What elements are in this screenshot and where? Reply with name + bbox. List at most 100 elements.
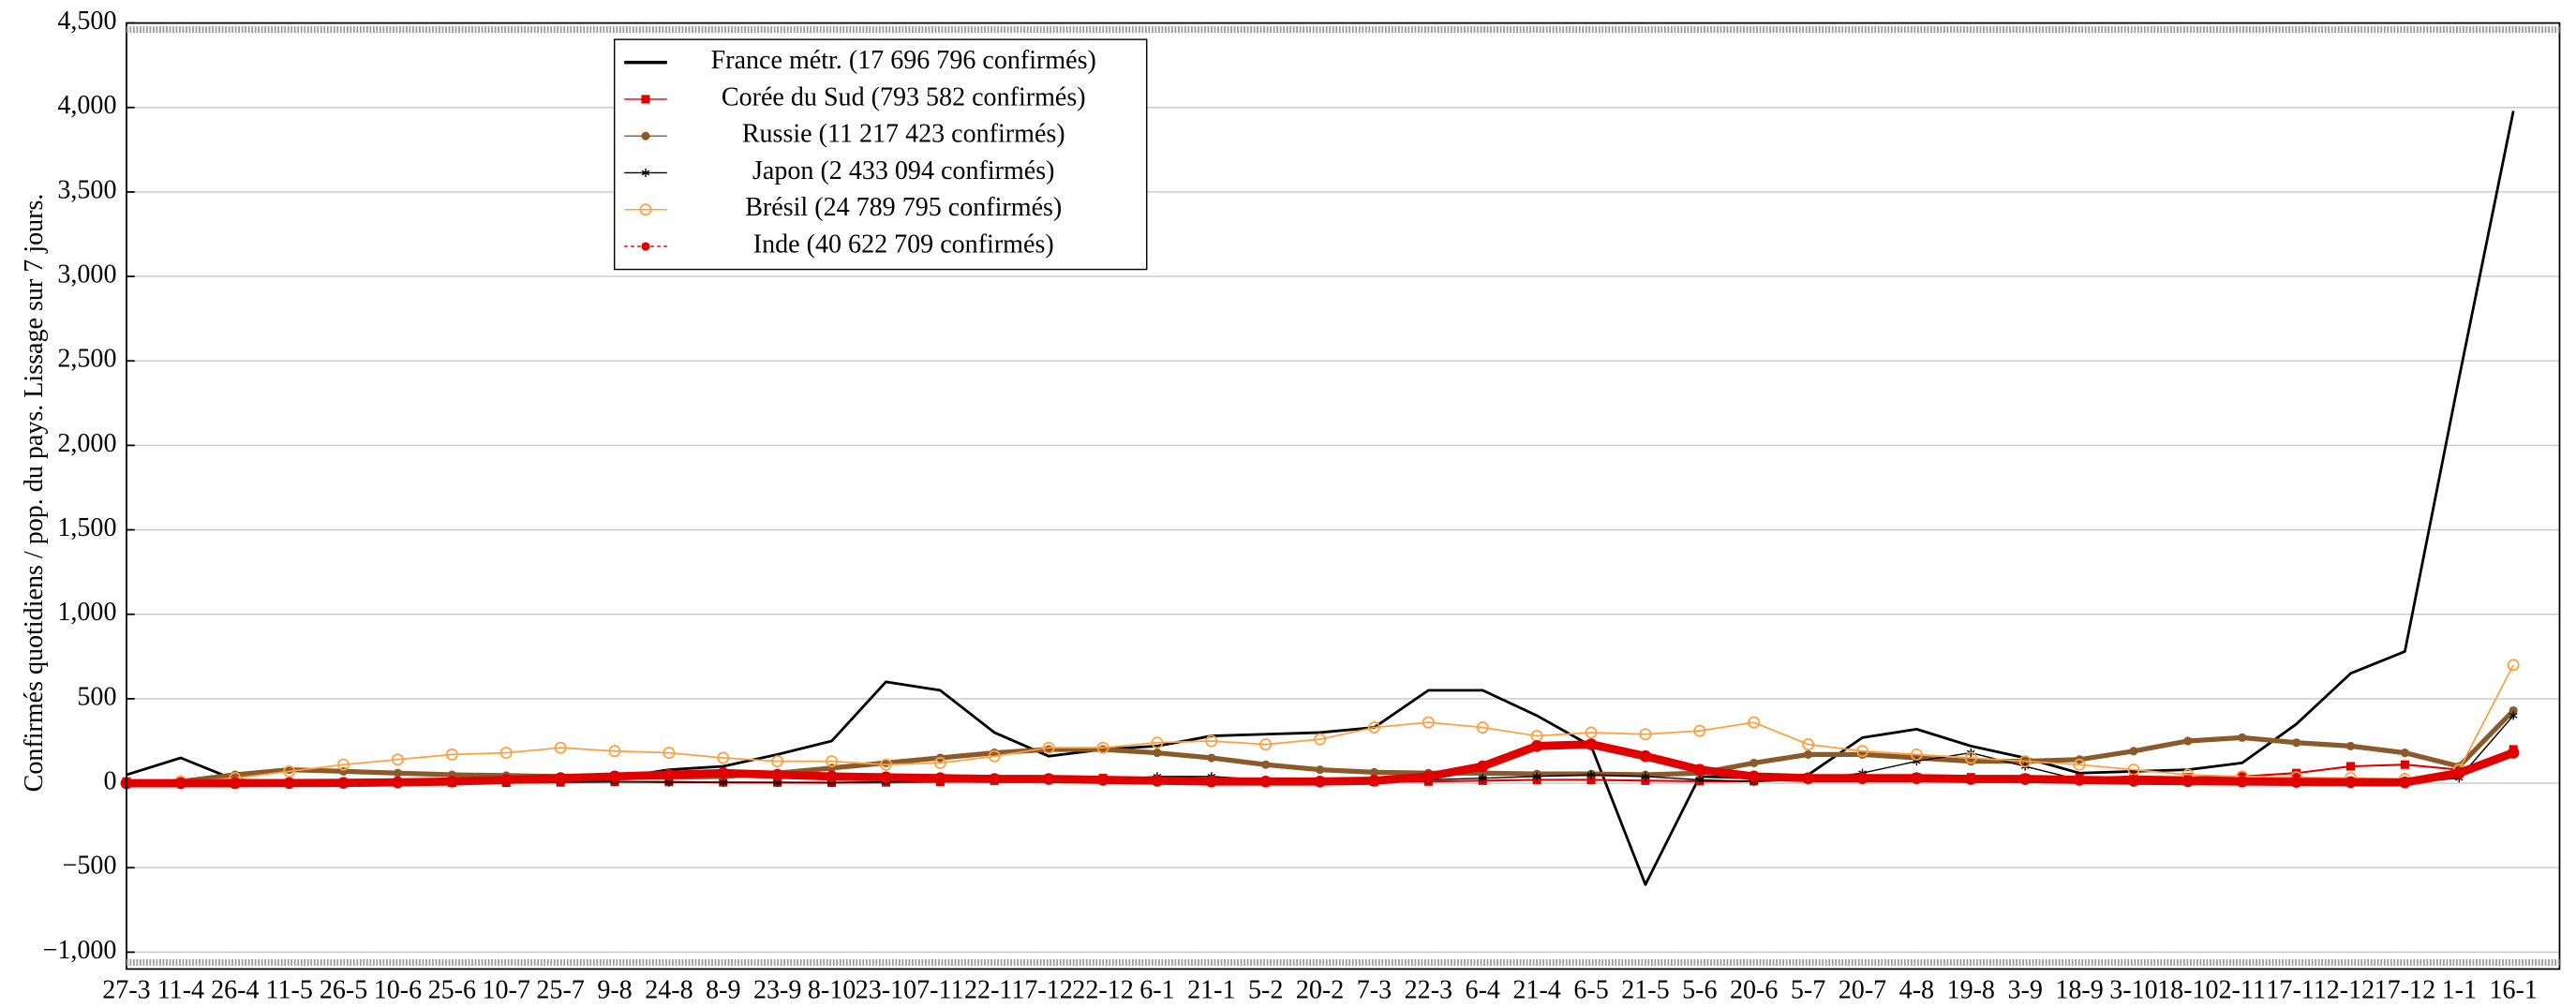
marker: [337, 777, 350, 790]
marker: [1586, 770, 1596, 779]
marker: [663, 768, 676, 781]
marker: [1532, 772, 1541, 781]
marker: [1205, 775, 1218, 788]
marker: [1855, 745, 1869, 758]
marker: [826, 755, 839, 768]
marker: [1259, 775, 1273, 788]
marker: [391, 753, 404, 766]
marker: [641, 95, 650, 104]
marker: [2073, 758, 2086, 771]
x-tick-label: 21-5: [1621, 975, 1669, 1004]
x-tick-label: 6-4: [1466, 975, 1500, 1004]
legend-label: Japon (2 433 094 confirmés): [752, 156, 1054, 185]
y-tick-label: −500: [63, 852, 117, 881]
marker: [1585, 726, 1598, 739]
marker: [1693, 763, 1706, 776]
y-tick-label: 2,500: [57, 345, 116, 374]
marker: [446, 775, 458, 788]
marker: [771, 755, 784, 768]
marker: [717, 766, 730, 779]
marker: [2127, 775, 2140, 787]
marker: [1422, 770, 1435, 783]
x-tick-label: 1-1: [2442, 975, 2477, 1004]
y-tick-label: 1,500: [57, 513, 116, 542]
x-tick-label: 23-9: [753, 975, 801, 1004]
x-tick-label: 25-7: [536, 975, 584, 1004]
legend: France métr. (17 696 796 confirmés) Corée…: [613, 38, 1148, 271]
marker: [2400, 760, 2409, 769]
marker: [1478, 774, 1487, 783]
x-tick-label: 20-7: [1839, 975, 1886, 1004]
x-tick-label: 4-8: [1899, 975, 1934, 1004]
marker: [1585, 738, 1598, 750]
x-tick-label: 27-3: [102, 975, 150, 1004]
x-tick-label: 25-6: [428, 975, 476, 1004]
x-tick-label: 20-2: [1296, 975, 1344, 1004]
marker: [1042, 741, 1055, 754]
x-tick-label: 21-4: [1512, 975, 1560, 1004]
marker: [1314, 775, 1326, 788]
marker: [771, 768, 783, 781]
marker: [1259, 738, 1273, 751]
marker: [1750, 758, 1759, 767]
marker: [1748, 716, 1761, 729]
marker: [2129, 747, 2138, 756]
x-tick-label: 10-6: [374, 975, 422, 1004]
x-tick-label: 8-9: [706, 975, 740, 1004]
marker: [2290, 776, 2302, 788]
legend-label: Russie (11 217 423 confirmés): [742, 120, 1065, 149]
marker: [283, 777, 295, 790]
y-tick-label: 500: [77, 682, 116, 711]
marker: [283, 764, 296, 778]
x-tick-label: 22-12: [1072, 975, 1133, 1004]
x-tick-label: 21-1: [1187, 975, 1235, 1004]
marker: [826, 770, 838, 783]
marker: [641, 242, 650, 251]
x-tick-label: 11-4: [157, 975, 204, 1004]
x-tick-label: 5-2: [1248, 975, 1283, 1004]
x-tick-label: 9-8: [597, 975, 632, 1004]
plot-frame: [126, 22, 2561, 971]
x-tick-label: 7-12: [1024, 975, 1072, 1004]
marker: [2292, 768, 2301, 778]
marker: [393, 768, 403, 778]
marker: [1207, 753, 1216, 763]
marker: [2509, 705, 2518, 716]
legend-label: Brésil (24 789 795 confirmés): [745, 193, 1062, 222]
marker: [2181, 775, 2195, 788]
grid: −1,000 −500 0 500 1,000 1,500 2,000 2,500 3,000 3…: [43, 7, 2560, 1004]
marker: [641, 168, 650, 178]
marker: [1639, 728, 1652, 741]
marker: [988, 749, 1001, 763]
marker: [229, 777, 242, 790]
marker: [1964, 751, 1977, 764]
marker: [641, 131, 650, 141]
legend-box: [613, 38, 1148, 271]
series: [120, 738, 2520, 790]
y-axis-label: Confirmés quotidiens / pop. du pays. Lis…: [20, 194, 49, 793]
x-tick-label: 18-10: [2157, 975, 2218, 1004]
marker: [2345, 741, 2356, 750]
x-tick-label: 5-7: [1791, 975, 1825, 1004]
marker: [2018, 773, 2032, 785]
x-tick-label: 2-12: [2327, 975, 2375, 1004]
marker: [1964, 773, 1977, 785]
marker: [1748, 770, 1761, 783]
marker: [2345, 776, 2357, 789]
marker: [554, 741, 567, 754]
marker: [554, 772, 567, 784]
marker: [1586, 775, 1596, 785]
marker: [1641, 772, 1650, 781]
marker: [934, 772, 946, 784]
x-tick-label: 7-3: [1357, 975, 1392, 1004]
marker: [1096, 741, 1109, 754]
marker: [2399, 776, 2411, 789]
marker: [445, 748, 458, 761]
x-tick-label: 19-8: [1947, 975, 1995, 1004]
x-tick-label: 18-9: [2055, 975, 2103, 1004]
line: [126, 664, 2514, 784]
marker: [1695, 775, 1705, 785]
marker: [1151, 775, 1164, 787]
